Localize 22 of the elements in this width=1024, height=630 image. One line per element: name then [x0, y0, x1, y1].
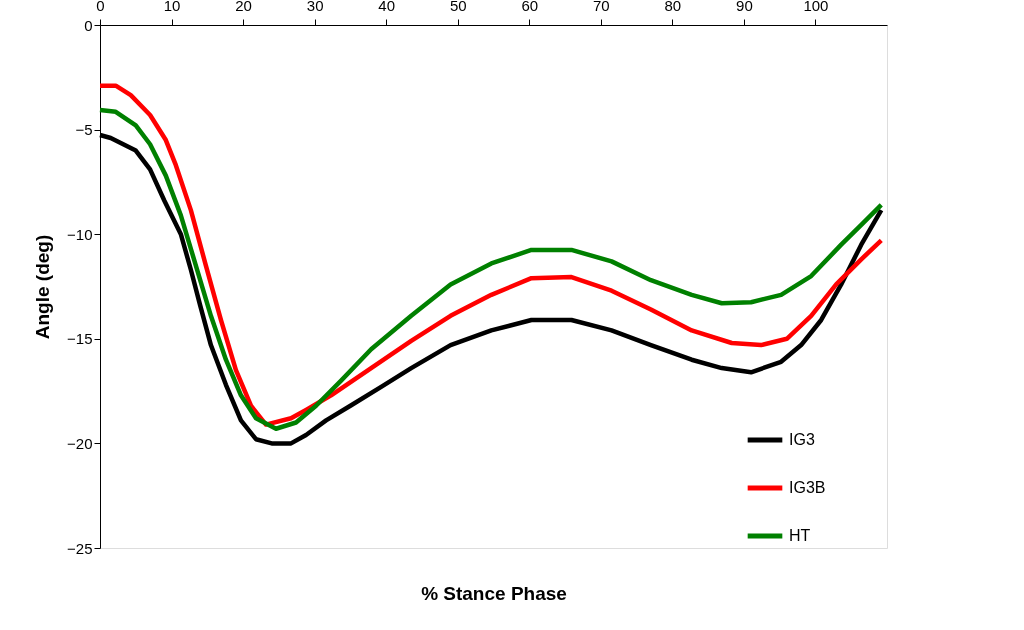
x-tick-label: 20 [235, 0, 252, 14]
y-axis-title: Angle (deg) [32, 234, 54, 340]
x-tick-label: 80 [664, 0, 682, 14]
y-tick-label: −10 [67, 225, 93, 243]
x-tick-label: 30 [306, 0, 324, 14]
x-tick-label: 10 [163, 0, 181, 14]
x-tick-label: 90 [736, 0, 753, 14]
x-tick-label: 0 [96, 0, 105, 14]
x-tick-label: 40 [378, 0, 396, 14]
y-tick-label: 0 [84, 16, 93, 34]
x-axis-title: % Stance Phase [421, 582, 567, 604]
legend-label: HT [789, 527, 811, 544]
legend-label: IG3 [789, 431, 815, 448]
x-tick-label: 70 [592, 0, 610, 14]
x-tick-label: 100 [803, 0, 829, 14]
y-tick-label: −15 [67, 330, 93, 348]
legend-label: IG3B [789, 479, 826, 496]
x-tick-label: 60 [521, 0, 539, 14]
y-tick-label: −20 [67, 434, 93, 452]
y-tick-label: −5 [75, 121, 93, 139]
x-tick-label: 50 [449, 0, 467, 14]
y-tick-label: −25 [67, 539, 93, 557]
